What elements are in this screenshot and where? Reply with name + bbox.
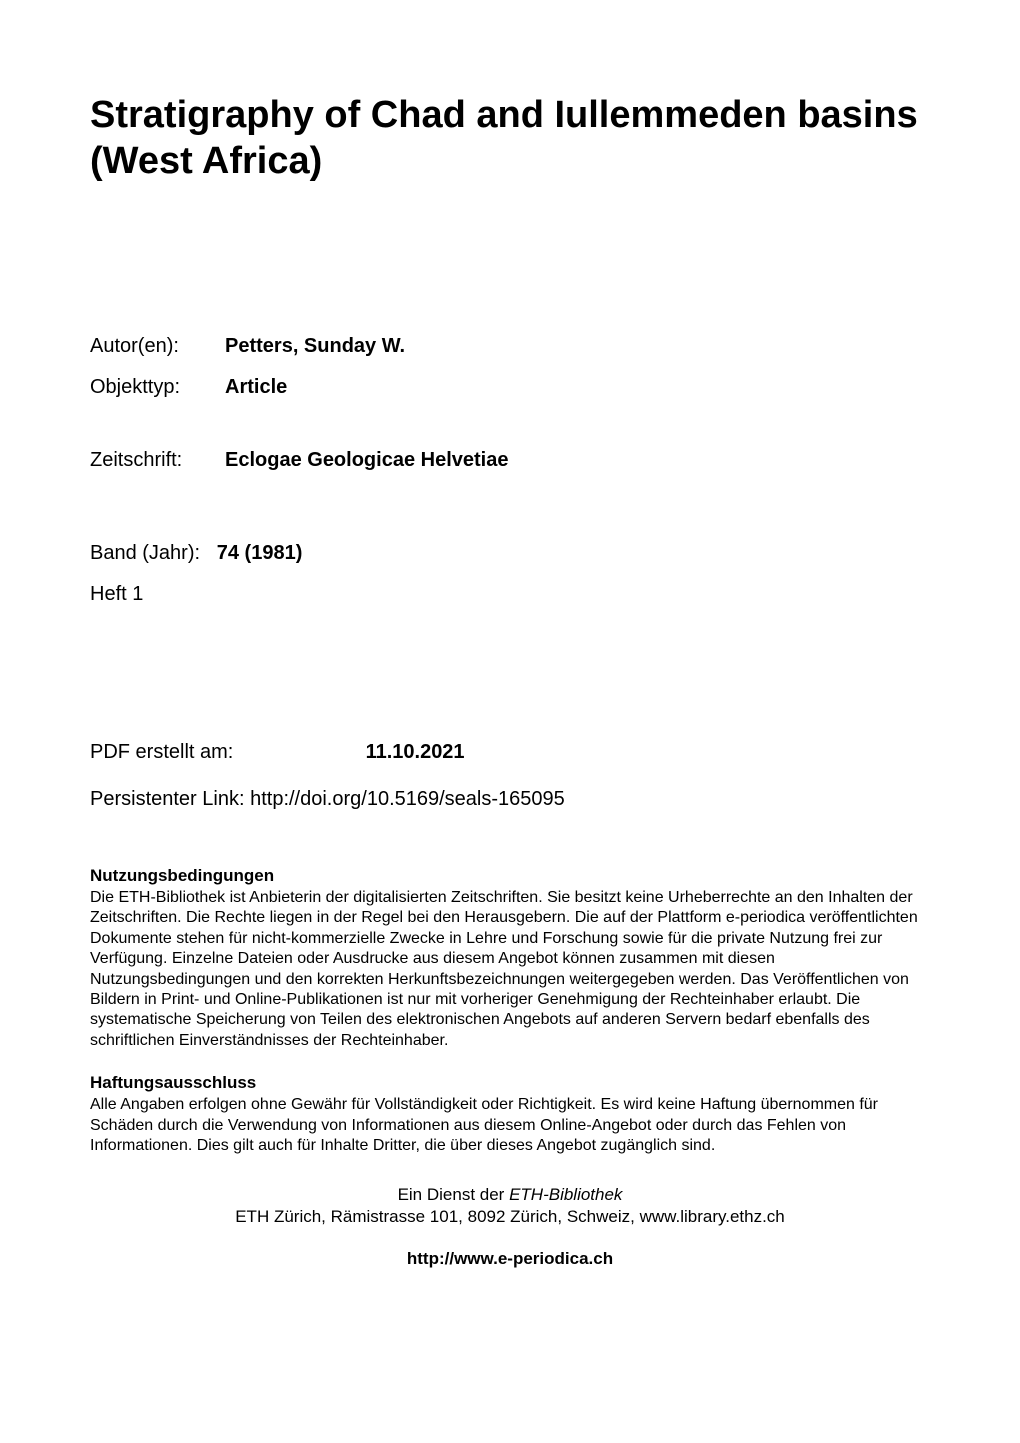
volume-value: 74 (1981)	[217, 542, 303, 564]
footer-service-name: ETH-Bibliothek	[509, 1185, 622, 1204]
disclaimer-body: Alle Angaben erfolgen ohne Gewähr für Vo…	[90, 1095, 930, 1156]
persistent-link-label: Persistenter Link:	[90, 788, 250, 810]
footer: Ein Dienst der ETH-Bibliothek ETH Zürich…	[90, 1185, 930, 1269]
volume-label: Band (Jahr):	[90, 542, 200, 564]
objecttype-label: Objekttyp:	[90, 376, 225, 399]
objecttype-row: Objekttyp: Article	[90, 376, 930, 399]
author-row: Autor(en): Petters, Sunday W.	[90, 335, 930, 358]
terms-section: Nutzungsbedingungen Die ETH-Bibliothek i…	[90, 866, 930, 1052]
disclaimer-heading: Haftungsausschluss	[90, 1073, 930, 1093]
objecttype-value: Article	[225, 376, 287, 399]
persistent-link-value: http://doi.org/10.5169/seals-165095	[250, 788, 565, 810]
persistent-link-row: Persistenter Link: http://doi.org/10.516…	[90, 788, 930, 811]
disclaimer-section: Haftungsausschluss Alle Angaben erfolgen…	[90, 1073, 930, 1156]
pdf-date-value: 11.10.2021	[366, 741, 465, 763]
page: Stratigraphy of Chad and Iullemmeden bas…	[0, 0, 1020, 1443]
terms-heading: Nutzungsbedingungen	[90, 866, 930, 886]
pdf-date-label: PDF erstellt am:	[90, 741, 360, 764]
footer-service-prefix: Ein Dienst der	[398, 1185, 510, 1204]
journal-row: Zeitschrift: Eclogae Geologicae Helvetia…	[90, 449, 930, 472]
author-label: Autor(en):	[90, 335, 225, 358]
metadata-block: Autor(en): Petters, Sunday W. Objekttyp:…	[90, 335, 930, 472]
volume-block: Band (Jahr): 74 (1981) Heft 1	[90, 542, 930, 606]
journal-label: Zeitschrift:	[90, 449, 225, 472]
journal-value: Eclogae Geologicae Helvetiae	[225, 449, 508, 472]
volume-row: Band (Jahr): 74 (1981)	[90, 542, 930, 565]
footer-line-2: ETH Zürich, Rämistrasse 101, 8092 Zürich…	[90, 1207, 930, 1227]
footer-url: http://www.e-periodica.ch	[90, 1249, 930, 1269]
terms-body: Die ETH-Bibliothek ist Anbieterin der di…	[90, 888, 930, 1052]
pdf-block: PDF erstellt am: 11.10.2021 Persistenter…	[90, 741, 930, 811]
author-value: Petters, Sunday W.	[225, 335, 405, 358]
footer-line-1: Ein Dienst der ETH-Bibliothek	[90, 1185, 930, 1205]
document-title: Stratigraphy of Chad and Iullemmeden bas…	[90, 93, 930, 184]
pdf-date-row: PDF erstellt am: 11.10.2021	[90, 741, 930, 764]
issue-value: Heft 1	[90, 583, 930, 606]
